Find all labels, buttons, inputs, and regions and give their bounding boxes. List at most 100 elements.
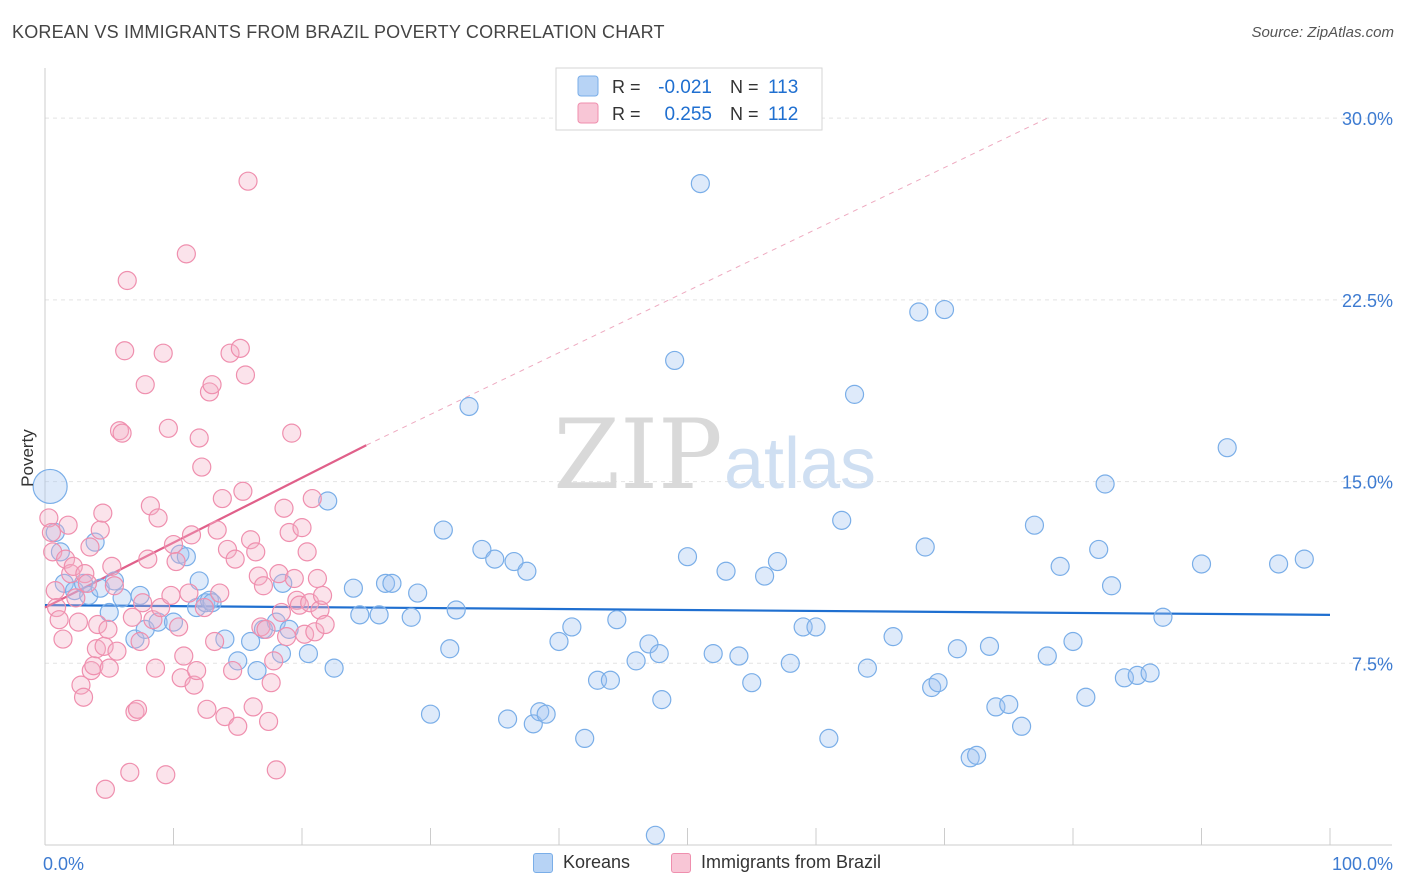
point-koreans-42 <box>408 583 428 603</box>
point-brazil-109 <box>310 600 330 620</box>
point-koreans-70 <box>703 644 723 664</box>
point-brazil-43 <box>140 496 160 516</box>
point-koreans-97 <box>1037 646 1057 666</box>
point-koreans-102 <box>1095 474 1115 494</box>
point-brazil-35 <box>120 762 140 782</box>
point-brazil-10 <box>63 556 83 576</box>
point-koreans-84 <box>909 302 929 322</box>
point-koreans-33 <box>298 644 319 664</box>
point-koreans-51 <box>504 551 524 572</box>
point-brazil-33 <box>115 341 135 361</box>
point-koreans-91 <box>967 745 987 765</box>
chart-source: Source: ZipAtlas.com <box>1251 24 1394 41</box>
point-koreans-26 <box>241 631 261 652</box>
point-brazil-66 <box>199 382 220 402</box>
point-koreans-60 <box>600 670 621 690</box>
point-brazil-31 <box>109 421 130 441</box>
point-koreans-10 <box>104 571 124 591</box>
point-koreans-106 <box>1140 663 1160 683</box>
point-brazil-86 <box>251 617 271 637</box>
point-brazil-3 <box>45 581 65 601</box>
point-koreans-58 <box>575 728 595 749</box>
point-brazil-8 <box>58 515 78 535</box>
point-brazil-27 <box>99 658 119 678</box>
point-brazil-52 <box>163 534 184 555</box>
point-brazil-96 <box>276 627 297 647</box>
point-brazil-76 <box>225 549 245 569</box>
point-brazil-99 <box>284 568 304 589</box>
point-brazil-108 <box>307 568 328 589</box>
point-brazil-104 <box>297 542 317 562</box>
point-brazil-32 <box>112 423 132 443</box>
point-brazil-80 <box>235 365 256 385</box>
trend-lines <box>44 117 1331 616</box>
point-brazil-17 <box>80 537 100 557</box>
point-brazil-59 <box>181 525 202 545</box>
point-brazil-0 <box>39 508 59 528</box>
legend-top-r-value-brazil: 0.255 <box>664 104 712 125</box>
point-koreans-18 <box>176 547 196 567</box>
point-brazil-21 <box>88 614 108 635</box>
point-brazil-1 <box>41 522 62 543</box>
point-brazil-20 <box>86 639 107 659</box>
point-brazil-19 <box>84 656 104 676</box>
point-brazil-110 <box>312 585 333 606</box>
legend-top-r-value-koreans: -0.021 <box>658 77 712 98</box>
trend-extension-brazil <box>366 117 1048 446</box>
point-brazil-6 <box>53 629 73 649</box>
point-koreans-38 <box>369 605 389 625</box>
point-koreans-63 <box>639 634 659 654</box>
point-koreans-50 <box>498 709 518 729</box>
point-koreans-92 <box>979 636 1000 656</box>
point-brazil-82 <box>241 530 261 550</box>
point-brazil-57 <box>176 244 196 264</box>
point-brazil-107 <box>305 622 325 642</box>
point-koreans-110 <box>1268 554 1289 574</box>
point-koreans-96 <box>1024 515 1045 535</box>
point-koreans-94 <box>999 694 1019 715</box>
trend-line-koreans <box>44 604 1331 616</box>
watermark: ZIP atlas <box>553 399 876 511</box>
point-brazil-48 <box>153 343 173 363</box>
point-koreans-81 <box>844 384 865 404</box>
point-koreans-30 <box>273 573 293 593</box>
point-brazil-5 <box>49 610 69 630</box>
legend-label-koreans: Koreans <box>563 852 631 872</box>
point-koreans-45 <box>440 639 460 659</box>
point-koreans-71 <box>716 561 736 581</box>
point-koreans-72 <box>729 646 749 666</box>
point-koreans-40 <box>382 573 402 593</box>
legend-label-brazil: Immigrants from Brazil <box>701 852 882 872</box>
point-brazil-71 <box>212 488 232 509</box>
point-koreans-12 <box>130 585 150 606</box>
point-brazil-72 <box>215 706 235 727</box>
point-brazil-87 <box>253 576 274 596</box>
point-brazil-61 <box>187 660 207 681</box>
point-koreans-76 <box>780 653 800 673</box>
point-koreans-109 <box>1217 438 1237 458</box>
point-koreans-69 <box>690 173 710 194</box>
point-brazil-83 <box>243 697 263 717</box>
y-tick-label-0: 7.5% <box>1352 654 1393 674</box>
point-brazil-53 <box>166 551 186 572</box>
legend-top-r-label-koreans: R = <box>612 77 641 97</box>
grid-lines <box>45 117 1392 664</box>
point-koreans-61 <box>607 610 627 630</box>
point-koreans-82 <box>857 658 878 678</box>
point-koreans-47 <box>459 396 479 417</box>
point-brazil-42 <box>138 549 158 569</box>
point-brazil-89 <box>258 711 279 732</box>
legend-top: R = -0.021 N = 113 R = 0.255 N = 112 <box>555 67 823 131</box>
point-brazil-62 <box>189 428 209 448</box>
point-brazil-75 <box>223 660 243 681</box>
point-koreans-87 <box>928 673 948 693</box>
point-koreans-68 <box>677 547 698 567</box>
point-koreans-111 <box>1294 549 1314 569</box>
point-koreans-103 <box>1101 576 1122 596</box>
point-brazil-46 <box>148 508 168 528</box>
point-brazil-111 <box>315 614 335 635</box>
point-brazil-102 <box>292 518 312 538</box>
point-brazil-7 <box>55 549 76 569</box>
point-brazil-56 <box>174 646 194 666</box>
